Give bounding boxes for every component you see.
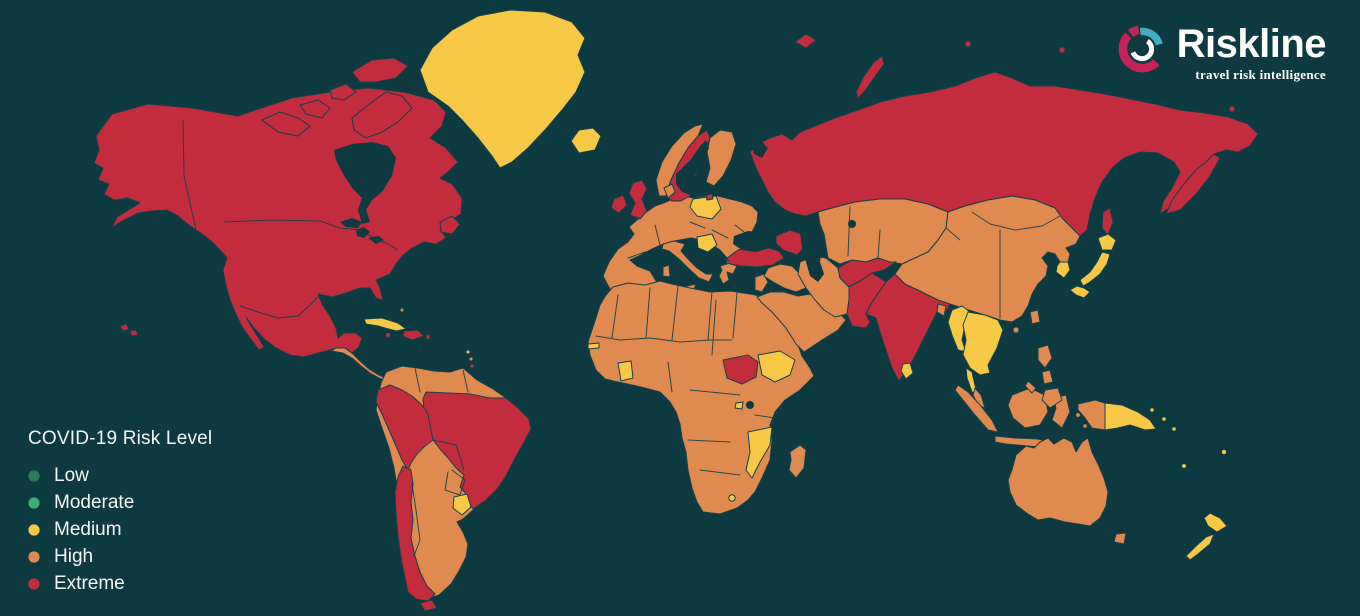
borders-layer [182, 119, 1061, 557]
region-lesotho [728, 494, 736, 502]
region-borneo [1007, 387, 1049, 429]
region-poland [689, 195, 722, 220]
region-severnaya-zemlya [964, 40, 972, 48]
region-ireland [610, 194, 628, 214]
region-moluccas-1 [1075, 412, 1081, 418]
brand-tagline: travel risk intelligence [1195, 67, 1326, 82]
region-fiji [1220, 448, 1228, 456]
lake-victoria [746, 401, 754, 409]
region-antilles-1 [465, 349, 471, 355]
region-south-sudan [722, 354, 759, 385]
region-sakhalin [1101, 207, 1114, 236]
region-sri-lanka [900, 362, 914, 380]
hudson-bay [334, 142, 396, 224]
region-sumatra [954, 384, 999, 433]
region-cuba [363, 317, 407, 332]
region-japan [1069, 233, 1117, 299]
region-ivory-coast [617, 360, 634, 382]
legend-item-low: Low [28, 462, 212, 489]
legend-title: COVID-19 Risk Level [28, 428, 213, 449]
region-united-kingdom [628, 179, 648, 220]
region-hispaniola [402, 329, 425, 341]
region-chile [394, 465, 438, 612]
countries-layer [93, 9, 1259, 612]
region-solomons-2 [1171, 426, 1177, 432]
region-afghanistan [837, 257, 897, 288]
legend-item-extreme: Extreme [28, 570, 212, 597]
region-finland [705, 129, 737, 187]
region-west-papua [1077, 399, 1106, 431]
moderate-dot-icon [28, 496, 40, 509]
region-arctic-islands [261, 57, 413, 163]
region-denmark [663, 183, 676, 199]
region-new-zealand [1185, 512, 1228, 561]
region-uruguay [452, 493, 472, 516]
region-madagascar [788, 444, 807, 479]
riskline-logo-icon [1118, 25, 1163, 73]
region-hainan [1012, 326, 1020, 334]
region-antilles-3 [469, 363, 475, 369]
legend-label-high: High [54, 545, 94, 567]
region-moluccas-2 [1082, 423, 1088, 429]
region-solomons-1 [1161, 416, 1167, 422]
baltic-sea [676, 140, 720, 196]
aral-sea [848, 220, 856, 228]
region-iceland [570, 127, 602, 154]
region-mozambique [745, 426, 773, 479]
region-uganda [734, 401, 744, 410]
region-bangladesh [936, 303, 947, 317]
region-png-island-1 [1149, 407, 1155, 413]
legend-label-moderate: Moderate [54, 491, 135, 513]
region-antilles-2 [468, 356, 474, 362]
region-levant [754, 273, 769, 293]
region-gambia [587, 342, 600, 350]
region-south-korea [1055, 261, 1071, 279]
region-newfoundland [439, 215, 461, 235]
white-sea [752, 142, 768, 158]
region-kaliningrad [705, 193, 714, 201]
medium-dot-icon [28, 523, 40, 536]
low-dot-icon [28, 469, 40, 482]
legend-item-medium: Medium [28, 516, 212, 543]
region-greenland [419, 9, 586, 169]
region-myanmar [947, 305, 971, 353]
brand-wordmark: Riskline [1176, 22, 1327, 66]
region-taiwan [1029, 309, 1041, 325]
region-peru-ecuador [375, 384, 434, 471]
legend-item-high: High [28, 543, 212, 570]
legend-label-low: Low [54, 464, 89, 486]
region-philippines [1024, 344, 1063, 409]
region-brazil [422, 391, 532, 510]
legend-item-moderate: Moderate [28, 489, 212, 516]
region-vanuatu [1181, 463, 1187, 469]
region-new-siberian-islands [1058, 46, 1066, 54]
region-svalbard [794, 33, 817, 49]
region-ethiopia [757, 350, 796, 383]
region-caucasus [775, 229, 808, 256]
legend-label-medium: Medium [54, 518, 122, 540]
region-papua-new-guinea [1104, 402, 1157, 431]
black-sea [733, 231, 772, 252]
region-bahamas [399, 307, 405, 313]
region-jamaica [385, 332, 391, 338]
region-puerto-rico [425, 334, 431, 340]
region-iraq [763, 263, 807, 293]
extreme-dot-icon [28, 577, 40, 590]
region-australia [1007, 437, 1109, 527]
region-wrangel-island [1228, 105, 1236, 113]
region-novaya-zemlya [855, 55, 885, 99]
high-dot-icon [28, 550, 40, 563]
region-croatia-bosnia [696, 233, 718, 253]
legend-label-extreme: Extreme [54, 572, 125, 594]
region-kamchatka-note [1165, 153, 1221, 215]
legend: COVID-19 Risk Level Low Moderate Medium … [28, 428, 212, 597]
caspian-sea [800, 228, 824, 282]
riskline-logo: Riskline travel risk intelligence [1115, 22, 1327, 83]
region-tasmania [1113, 532, 1127, 545]
region-hawaii [119, 323, 139, 337]
